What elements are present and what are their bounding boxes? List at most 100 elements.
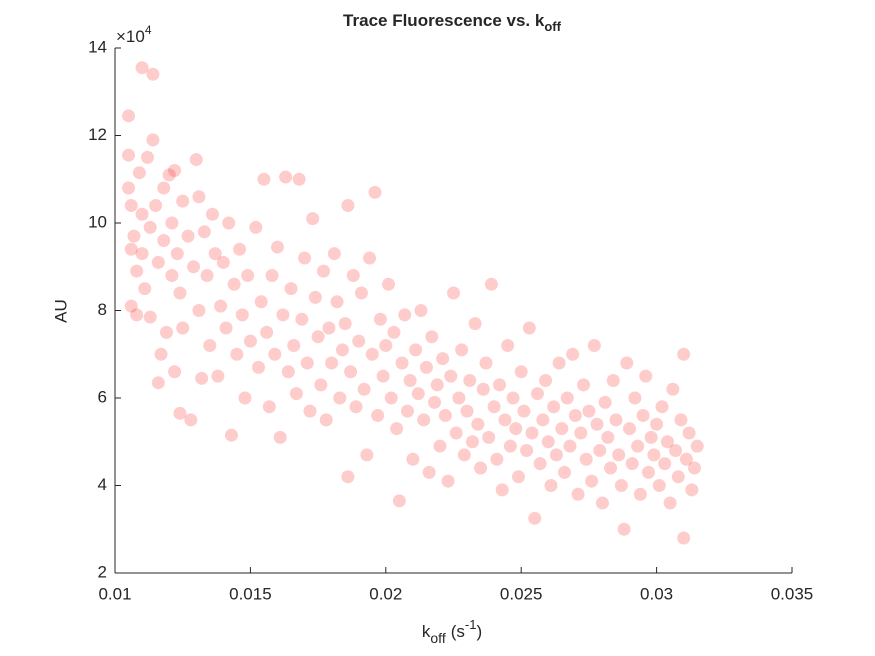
point xyxy=(360,448,374,462)
point xyxy=(669,444,683,457)
point xyxy=(373,312,387,326)
point xyxy=(295,312,309,326)
point xyxy=(346,269,360,282)
x-label-text: k xyxy=(422,622,431,641)
y-tick-label: 6 xyxy=(98,387,107,406)
point xyxy=(419,360,433,374)
point xyxy=(254,295,268,309)
point xyxy=(520,444,534,457)
point xyxy=(679,452,693,466)
point xyxy=(219,321,233,335)
point xyxy=(122,148,136,162)
y-exponent: ×104 xyxy=(116,23,152,46)
point xyxy=(522,321,536,335)
point xyxy=(300,356,314,370)
point xyxy=(143,310,157,324)
point xyxy=(436,352,450,366)
point xyxy=(138,282,152,296)
point xyxy=(628,391,642,405)
point xyxy=(379,339,393,352)
point xyxy=(677,347,691,361)
plot-area xyxy=(122,61,704,545)
point xyxy=(257,172,271,186)
point xyxy=(335,343,349,357)
point xyxy=(688,461,702,475)
point xyxy=(344,365,358,379)
point xyxy=(498,413,512,427)
point xyxy=(660,435,674,449)
point xyxy=(571,487,585,501)
point xyxy=(517,404,531,418)
point xyxy=(452,391,466,405)
point xyxy=(176,194,190,208)
point xyxy=(173,286,187,300)
point xyxy=(333,391,347,405)
point xyxy=(555,422,569,436)
point xyxy=(376,369,390,383)
point xyxy=(658,457,672,471)
point xyxy=(685,483,699,497)
point xyxy=(476,382,490,396)
point xyxy=(609,413,623,427)
point xyxy=(298,251,312,265)
point xyxy=(382,277,396,291)
point xyxy=(530,387,544,401)
point xyxy=(595,496,609,510)
point xyxy=(631,439,645,453)
point xyxy=(135,207,149,221)
x-axis-label: koff (s-1) xyxy=(422,617,482,645)
point xyxy=(479,356,493,370)
x-tick-label: 0.03 xyxy=(640,584,673,603)
point xyxy=(132,166,146,180)
x-label-superscript: -1 xyxy=(465,617,477,632)
point xyxy=(192,190,206,204)
point xyxy=(465,435,479,449)
point xyxy=(187,260,201,274)
point xyxy=(189,153,203,167)
point xyxy=(289,387,303,401)
point xyxy=(511,470,525,484)
point xyxy=(149,199,163,212)
point xyxy=(292,172,306,186)
point xyxy=(203,339,217,352)
point xyxy=(173,406,187,420)
point xyxy=(558,465,572,479)
x-label-subscript: off xyxy=(430,630,445,646)
point xyxy=(390,422,404,436)
point xyxy=(674,413,688,427)
point xyxy=(319,413,333,427)
point xyxy=(509,422,523,436)
point xyxy=(604,461,618,475)
point xyxy=(260,325,274,339)
point xyxy=(682,426,696,440)
point xyxy=(327,247,341,261)
point xyxy=(671,470,685,484)
point xyxy=(428,395,442,409)
point xyxy=(503,439,517,453)
point xyxy=(414,304,428,317)
point xyxy=(140,150,154,164)
point xyxy=(265,269,279,282)
title-subscript: off xyxy=(544,19,561,34)
point xyxy=(533,457,547,471)
point xyxy=(647,448,661,462)
point xyxy=(641,465,655,479)
point xyxy=(211,369,225,383)
point xyxy=(455,343,469,357)
point xyxy=(438,409,452,422)
point xyxy=(197,225,211,239)
point xyxy=(536,413,550,427)
point xyxy=(205,207,219,221)
point xyxy=(146,67,160,81)
point xyxy=(195,371,209,385)
point xyxy=(235,308,249,322)
point xyxy=(587,339,601,352)
y-tick-label: 12 xyxy=(88,125,107,144)
point xyxy=(457,448,471,462)
point xyxy=(363,251,377,265)
point xyxy=(441,474,455,488)
point xyxy=(655,400,669,414)
point xyxy=(230,347,244,361)
point xyxy=(341,199,355,212)
point xyxy=(474,461,488,475)
